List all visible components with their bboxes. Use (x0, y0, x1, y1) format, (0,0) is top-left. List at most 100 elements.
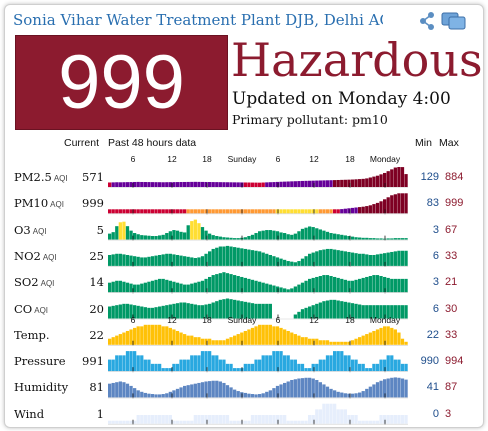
history-bar (208, 182, 212, 187)
history-bar (154, 255, 158, 266)
row-label: Humidity (14, 380, 68, 394)
history-bar (161, 305, 165, 319)
history-bar (115, 382, 119, 398)
history-bar (383, 379, 387, 398)
share-icon[interactable] (417, 11, 437, 31)
history-bar (218, 381, 222, 398)
history-bar (358, 304, 362, 319)
history-bar (175, 254, 180, 266)
history-bar (325, 209, 330, 214)
history-bar (354, 303, 358, 319)
history-bar (375, 175, 380, 187)
station-title[interactable]: Sonia Vihar Water Treatment Plant DJB, D… (13, 11, 383, 29)
history-bar (283, 329, 287, 345)
history-bar (265, 182, 269, 187)
history-bar (400, 167, 405, 187)
history-bar (204, 304, 208, 319)
history-bar (350, 179, 355, 187)
screen-icon[interactable] (441, 11, 467, 31)
history-bar (350, 415, 355, 424)
history-bar (297, 363, 301, 372)
history-bar (368, 332, 372, 345)
history-bar (383, 172, 387, 187)
history-bar (183, 209, 187, 214)
history-bar (275, 209, 280, 214)
history-bar (297, 335, 301, 345)
history-bar (168, 280, 172, 293)
history-bar (300, 420, 305, 424)
row-unit: AQI (40, 279, 55, 289)
history-bar (261, 415, 265, 424)
row-unit: AQI (34, 305, 49, 315)
history-bar (272, 285, 276, 293)
history-bar (404, 363, 408, 372)
current-value: 1 (96, 406, 104, 421)
history-bar (343, 409, 347, 424)
history-bar (361, 277, 365, 293)
history-bar (300, 180, 305, 187)
history-bar (143, 307, 147, 319)
history-bar (200, 415, 205, 424)
history-bar (122, 182, 126, 187)
history-bar (233, 209, 237, 214)
history-bar (200, 382, 205, 398)
history-bar (186, 335, 190, 345)
history-bar (268, 182, 272, 187)
history-bar (365, 368, 369, 372)
history-bar (222, 382, 226, 398)
history-bar (179, 283, 183, 293)
history-bar (386, 277, 390, 293)
history-bar (154, 279, 158, 293)
history-bar (140, 209, 144, 214)
history-bar (350, 303, 355, 319)
history-bar (168, 391, 172, 398)
history-bar (158, 235, 162, 240)
history-bar (236, 182, 240, 187)
history-bar (354, 279, 358, 293)
history-bar (190, 221, 194, 240)
history-bar (386, 305, 390, 319)
history-bar (193, 337, 197, 345)
history-bar (154, 307, 158, 319)
history-bar (393, 194, 397, 214)
history-bar (208, 351, 212, 372)
history-bar (168, 231, 172, 240)
history-bar (318, 209, 322, 214)
history-bar (315, 338, 319, 345)
history-bar (265, 324, 269, 345)
current-value: 20 (89, 301, 104, 316)
history-bar (165, 326, 169, 345)
history-bar (161, 254, 165, 266)
history-bar (111, 182, 115, 187)
history-bar (125, 351, 130, 372)
history-bar (150, 363, 155, 372)
history-bar (300, 282, 305, 293)
history-bar (125, 420, 130, 424)
history-bar (261, 355, 265, 372)
history-bar (150, 415, 155, 424)
history-bar (311, 227, 315, 240)
history-bar (329, 341, 333, 345)
history-bar (158, 363, 162, 372)
history-bar (258, 303, 262, 319)
history-bar (225, 209, 230, 214)
history-bar (136, 181, 140, 187)
history-bar (190, 257, 194, 266)
row-label: Pressure (14, 354, 66, 368)
history-bar (247, 236, 251, 240)
row-label-text: Wind (14, 406, 45, 421)
history-bar (300, 309, 305, 319)
history-bar (318, 340, 322, 345)
history-bar (347, 415, 351, 424)
history-bar (161, 182, 165, 187)
history-bar (122, 420, 126, 424)
history-bar (254, 394, 258, 398)
history-bar (365, 276, 369, 293)
history-bar (322, 180, 326, 187)
history-bar (333, 299, 337, 319)
history-bar (279, 232, 283, 240)
history-bar (158, 324, 162, 345)
history-bar (143, 359, 147, 372)
history-bar (186, 284, 190, 293)
history-bar (158, 209, 162, 214)
